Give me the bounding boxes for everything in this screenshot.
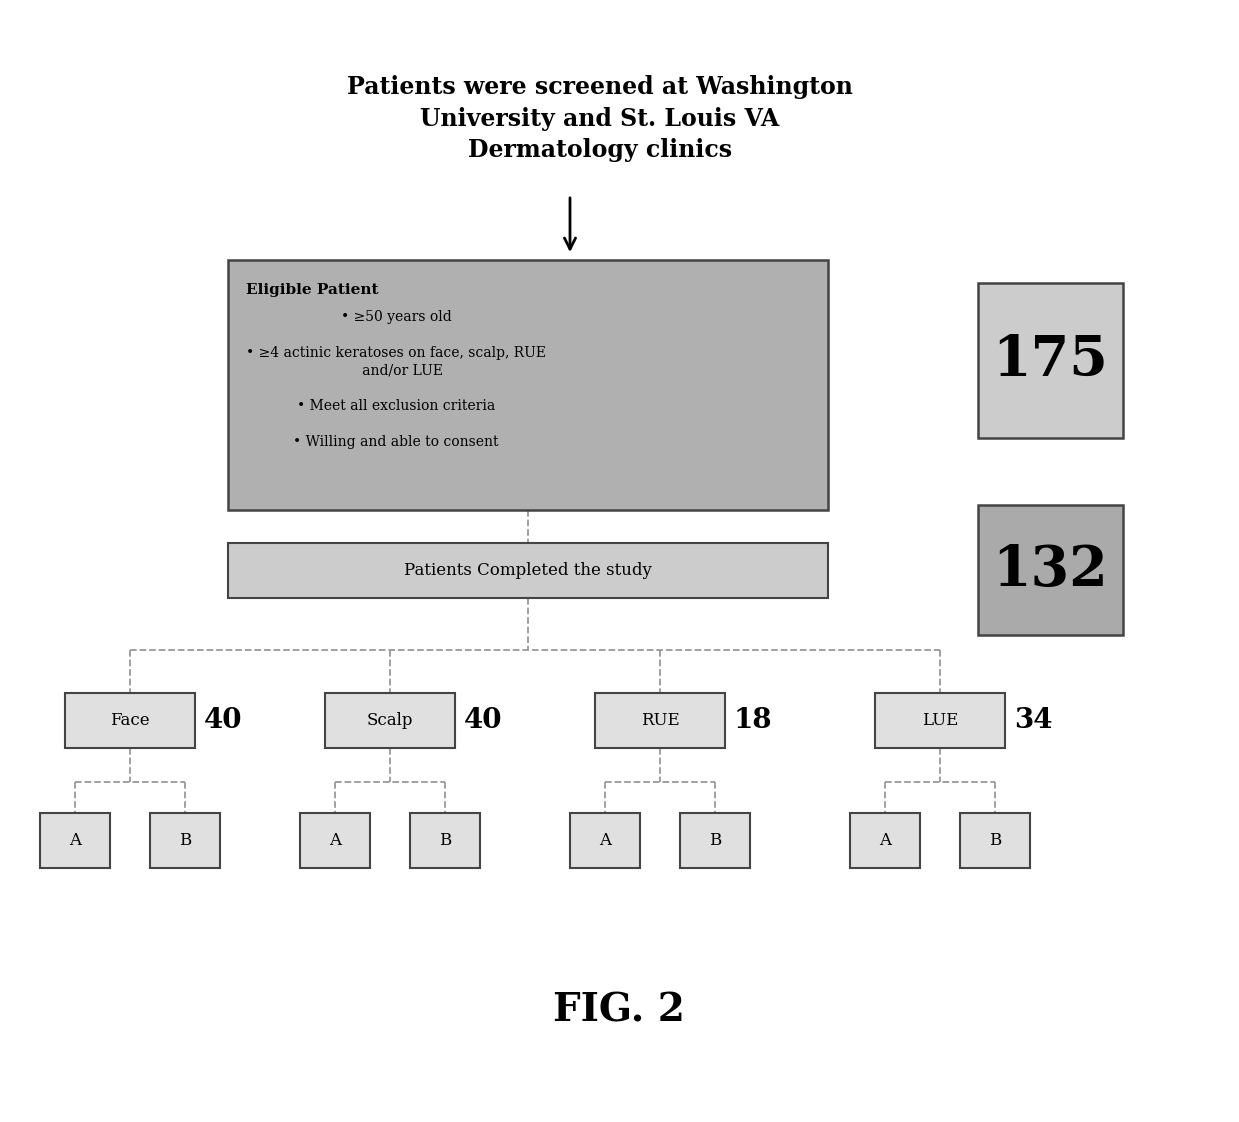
Bar: [978, 283, 1123, 438]
Bar: [570, 812, 641, 867]
Bar: [150, 812, 221, 867]
Text: A: A: [69, 831, 81, 848]
Text: A: A: [330, 831, 341, 848]
Bar: [228, 260, 828, 511]
Bar: [850, 812, 921, 867]
Text: FIG. 2: FIG. 2: [553, 991, 685, 1029]
Text: B: B: [709, 831, 721, 848]
Bar: [64, 692, 195, 747]
Text: 34: 34: [1014, 707, 1052, 734]
Bar: [595, 692, 725, 747]
Bar: [40, 812, 110, 867]
Bar: [978, 505, 1123, 635]
Text: • ≥50 years old

• ≥4 actinic keratoses on face, scalp, RUE
   and/or LUE

• Mee: • ≥50 years old • ≥4 actinic keratoses o…: [247, 310, 546, 449]
Text: A: A: [598, 831, 611, 848]
Text: RUE: RUE: [641, 711, 679, 728]
Bar: [680, 812, 750, 867]
Text: 175: 175: [992, 332, 1108, 387]
Text: Face: Face: [110, 711, 150, 728]
Text: 18: 18: [733, 707, 772, 734]
Text: B: B: [989, 831, 1001, 848]
Bar: [875, 692, 1005, 747]
Bar: [300, 812, 370, 867]
Text: Scalp: Scalp: [367, 711, 414, 728]
Text: Patients Completed the study: Patients Completed the study: [404, 561, 652, 579]
Text: 40: 40: [203, 707, 243, 734]
Text: 40: 40: [463, 707, 502, 734]
Bar: [325, 692, 455, 747]
Bar: [228, 543, 828, 598]
Bar: [960, 812, 1030, 867]
Text: Patients were screened at Washington
University and St. Louis VA
Dermatology cli: Patients were screened at Washington Uni…: [347, 75, 852, 163]
Text: A: A: [878, 831, 891, 848]
Text: B: B: [439, 831, 451, 848]
Bar: [410, 812, 479, 867]
Text: B: B: [178, 831, 191, 848]
Text: Eligible Patient: Eligible Patient: [247, 283, 378, 297]
Text: LUE: LUE: [922, 711, 958, 728]
Text: 132: 132: [992, 543, 1108, 598]
